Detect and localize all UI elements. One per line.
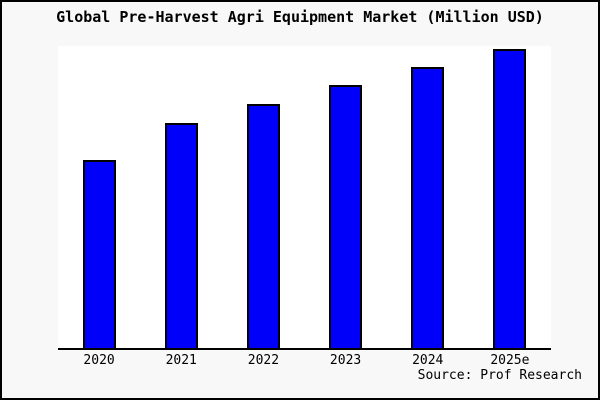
x-tick-label-2021: 2021 xyxy=(165,353,197,368)
x-tick-label-2024: 2024 xyxy=(412,353,444,368)
source-label: Source: Prof Research xyxy=(417,368,582,383)
bar-2025e xyxy=(493,49,527,348)
bar-2021 xyxy=(164,123,198,348)
x-tick-label-2020: 2020 xyxy=(83,353,115,368)
x-axis-labels: 2020 2021 2022 2023 2024 2025e xyxy=(58,353,551,369)
x-tick-label-2025e: 2025e xyxy=(490,353,530,368)
bar-2020 xyxy=(82,160,116,348)
bar-2024 xyxy=(411,67,445,348)
bar-2023 xyxy=(329,85,363,348)
bar-2022 xyxy=(246,104,280,348)
x-tick-label-2023: 2023 xyxy=(329,353,362,368)
plot-area xyxy=(58,46,551,350)
x-tick-label-2022: 2022 xyxy=(247,353,280,368)
chart-title: Global Pre-Harvest Agri Equipment Market… xyxy=(56,8,544,26)
bar-series xyxy=(58,46,551,348)
